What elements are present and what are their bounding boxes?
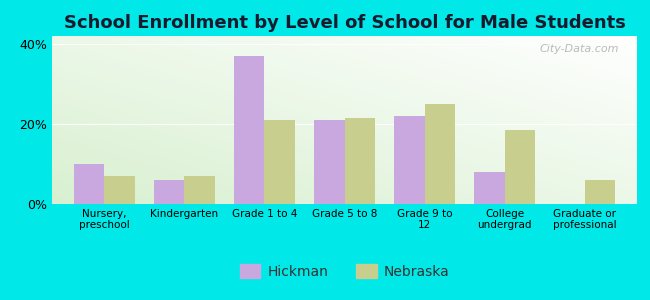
Title: School Enrollment by Level of School for Male Students: School Enrollment by Level of School for… bbox=[64, 14, 625, 32]
Bar bbox=[474, 172, 505, 204]
Bar bbox=[184, 176, 214, 204]
Bar bbox=[73, 164, 104, 204]
Bar bbox=[344, 118, 375, 204]
Bar bbox=[394, 116, 424, 204]
Text: City-Data.com: City-Data.com bbox=[540, 44, 619, 54]
Bar bbox=[505, 130, 535, 204]
Bar bbox=[234, 56, 265, 204]
Bar bbox=[154, 180, 184, 204]
Bar bbox=[314, 120, 344, 204]
Bar bbox=[265, 120, 295, 204]
Bar bbox=[585, 180, 616, 204]
Legend: Hickman, Nebraska: Hickman, Nebraska bbox=[234, 259, 455, 284]
Bar bbox=[104, 176, 135, 204]
Bar bbox=[424, 104, 455, 204]
